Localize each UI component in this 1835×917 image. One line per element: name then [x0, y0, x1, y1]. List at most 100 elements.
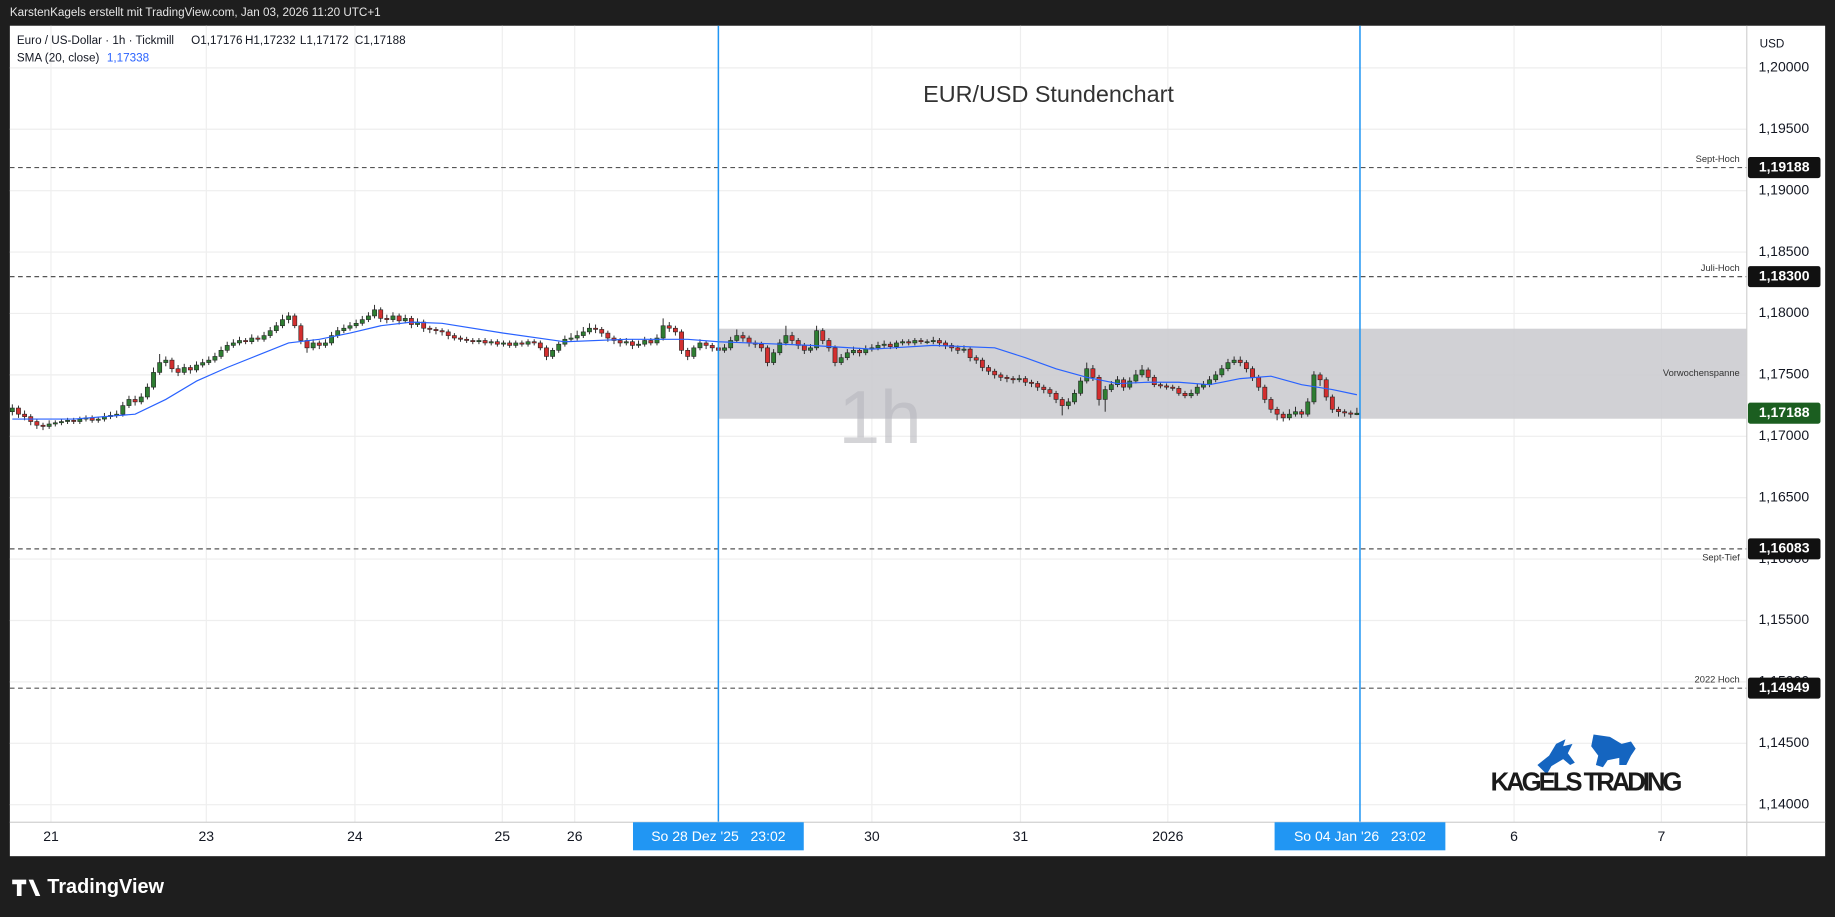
candle-body — [396, 315, 402, 322]
candle-body — [1286, 413, 1292, 419]
candle-body — [992, 370, 998, 376]
ohlc-low: L1,17172 — [300, 34, 349, 47]
candle-body — [1225, 362, 1231, 370]
x-tick-label: 7 — [1658, 828, 1666, 844]
candle-body — [1022, 378, 1028, 383]
level-price-box — [1747, 677, 1821, 699]
candle-body — [384, 318, 390, 320]
chart-background — [9, 25, 1826, 857]
candle-body — [789, 335, 795, 341]
candle-body — [59, 421, 64, 424]
candle-body — [777, 342, 783, 354]
candle-body — [16, 407, 21, 415]
candle-body — [507, 342, 513, 346]
candle-body — [722, 347, 727, 351]
candle-body — [1164, 385, 1169, 388]
x-tick-label: 30 — [864, 828, 880, 844]
candle-body — [525, 341, 531, 345]
candle-body — [1127, 380, 1133, 388]
candle-body — [488, 341, 494, 344]
last-price-box — [1747, 402, 1821, 424]
candle-body — [648, 340, 654, 344]
candle-body — [973, 357, 979, 361]
candle-body — [1170, 386, 1176, 389]
candle-body — [1219, 368, 1225, 376]
candle-body — [685, 350, 691, 357]
candle-body — [519, 342, 525, 345]
candle-body — [329, 335, 334, 344]
candle-body — [863, 348, 869, 354]
candle-body — [1108, 384, 1114, 390]
candle-body — [212, 356, 218, 361]
candle-body — [366, 315, 371, 320]
candle-body — [249, 337, 255, 343]
candle-body — [851, 350, 856, 354]
plot: Vorwochenspanne 1h Sept-Hoch Juli-Hoch Sept-… — [9, 25, 1747, 823]
candle-body — [310, 342, 316, 349]
date-label: So 04 Jan '26 23:02 — [1294, 828, 1426, 844]
candle-body — [636, 343, 641, 346]
date-label-box — [632, 822, 804, 851]
ohlc-open: O1,17176 — [191, 34, 242, 47]
candle-body — [1035, 383, 1041, 388]
candle-body — [1182, 393, 1188, 397]
candle-body — [1029, 381, 1034, 384]
y-tick-label: 1,14500 — [1758, 734, 1809, 750]
candle-body — [9, 407, 15, 413]
level-price-label: 1,14949 — [1759, 679, 1810, 695]
x-tick-label: 25 — [494, 828, 510, 844]
candle-body — [255, 337, 261, 340]
candle-body — [728, 340, 734, 349]
candle-body — [826, 340, 832, 349]
candle-body — [912, 340, 918, 344]
candle-body — [967, 348, 973, 358]
level-price-box — [1747, 266, 1821, 288]
candle-body — [169, 359, 175, 370]
candle-body — [1262, 386, 1268, 400]
candle-body — [323, 342, 328, 346]
candle-body — [126, 399, 132, 406]
candle-body — [1354, 412, 1360, 415]
candle-body — [261, 335, 267, 340]
candle-body — [838, 357, 844, 363]
candle-body — [765, 347, 770, 363]
x-tick-label: 21 — [43, 828, 59, 844]
candle-body — [1176, 388, 1182, 394]
candle-body — [34, 421, 40, 426]
candle-body — [783, 335, 789, 344]
candle-body — [378, 309, 384, 319]
candle-body — [654, 337, 660, 344]
candle-body — [206, 359, 212, 363]
indicator-value: 1,17338 — [107, 52, 149, 65]
candle-body — [593, 327, 598, 330]
candle-body — [623, 341, 629, 344]
level-name: Sept-Tief — [1702, 553, 1740, 563]
candle-body — [445, 331, 451, 336]
candle-body — [476, 340, 482, 343]
candle-body — [1065, 401, 1071, 406]
candle-body — [544, 347, 549, 357]
candle-body — [660, 325, 666, 339]
candle-body — [1151, 377, 1157, 385]
candle-body — [71, 420, 77, 422]
candle-body — [132, 399, 138, 403]
y-tick-label: 1,16500 — [1758, 488, 1809, 504]
candle-body — [709, 345, 715, 349]
candle-body — [1016, 378, 1022, 381]
candle-body — [679, 331, 684, 351]
level-name: Juli-Hoch — [1701, 263, 1740, 273]
logo-icon — [1537, 734, 1636, 775]
candle-body — [979, 359, 985, 368]
candle-body — [1299, 411, 1305, 415]
y-tick-label: 1,20000 — [1758, 59, 1809, 75]
candle-body — [550, 350, 556, 357]
candle-body — [1145, 369, 1151, 378]
candle-body — [918, 340, 924, 343]
x-tick-label: 2026 — [1152, 828, 1183, 844]
candle-body — [1293, 411, 1298, 415]
candle-body — [372, 309, 377, 317]
candle-body — [961, 348, 967, 351]
axes: 1,140001,145001,150001,155001,160001,165… — [43, 59, 1821, 851]
candle-body — [1329, 396, 1335, 410]
